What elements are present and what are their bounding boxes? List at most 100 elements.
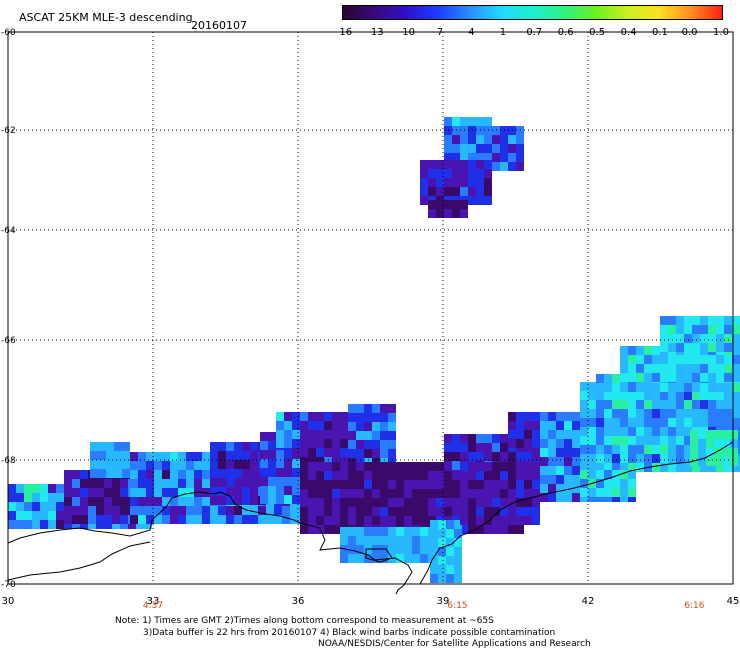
wind-cell <box>660 325 668 334</box>
wind-cell <box>436 489 444 498</box>
wind-cell <box>32 502 40 511</box>
wind-cell <box>476 443 484 452</box>
wind-cell <box>708 364 716 373</box>
wind-cell <box>596 418 604 427</box>
wind-cell <box>596 470 604 479</box>
wind-cell <box>430 565 438 574</box>
wind-cell <box>332 448 340 457</box>
wind-cell <box>332 471 340 480</box>
wind-cell <box>114 469 122 478</box>
wind-cell <box>396 471 404 480</box>
wind-cell <box>64 520 72 529</box>
wind-cell <box>460 480 468 489</box>
wind-cell <box>516 144 524 153</box>
wind-cell <box>186 488 194 497</box>
wind-cell <box>716 383 724 392</box>
wind-cell <box>468 443 476 452</box>
coastline-island <box>365 548 393 563</box>
wind-cell <box>556 484 564 493</box>
wind-cell <box>396 480 404 489</box>
wind-cell <box>146 488 154 497</box>
wind-cell <box>716 373 724 382</box>
wind-cell <box>308 471 316 480</box>
wind-cell <box>700 409 708 418</box>
wind-cell <box>16 511 24 520</box>
wind-cell <box>112 488 120 497</box>
wind-cell <box>516 489 524 498</box>
wind-cell <box>372 507 380 516</box>
wind-cell <box>316 516 324 525</box>
wind-cell <box>460 443 468 452</box>
wind-cell <box>722 457 730 466</box>
wind-cell <box>724 334 732 343</box>
wind-cell <box>516 162 524 171</box>
wind-cell <box>88 479 96 488</box>
wind-cell <box>636 346 644 355</box>
wind-cell <box>96 515 104 524</box>
wind-cell <box>548 430 556 439</box>
wind-cell <box>676 325 684 334</box>
wind-cell <box>258 515 266 524</box>
wind-cell <box>300 525 308 534</box>
wind-cell <box>460 200 468 209</box>
wind-cell <box>308 412 316 421</box>
wind-cell <box>556 439 564 448</box>
wind-cell <box>604 470 612 479</box>
wind-cell <box>484 117 492 126</box>
wind-cell <box>112 520 120 529</box>
wind-cell <box>532 462 540 471</box>
wind-cell <box>274 506 282 515</box>
wind-cell <box>340 545 348 554</box>
wind-cell <box>556 430 564 439</box>
wind-cell <box>32 520 40 529</box>
wind-cell <box>308 525 316 534</box>
wind-cell <box>604 418 612 427</box>
wind-cell <box>404 507 412 516</box>
wind-cell <box>454 538 462 547</box>
wind-cell <box>364 440 372 449</box>
wind-cell <box>88 520 96 529</box>
wind-cell <box>540 484 548 493</box>
wind-cell <box>676 436 684 445</box>
wind-cell <box>268 450 276 459</box>
wind-cell <box>698 448 706 457</box>
wind-cell <box>452 461 460 470</box>
x-tick-label: 45 <box>726 596 740 607</box>
wind-cell <box>716 325 724 334</box>
wind-cell <box>532 412 540 421</box>
wind-cell <box>556 466 564 475</box>
wind-cell <box>436 209 444 218</box>
wind-cell <box>324 516 332 525</box>
wind-cell <box>732 325 740 334</box>
wind-cell <box>332 498 340 507</box>
wind-cell <box>436 187 444 196</box>
wind-cell <box>446 538 454 547</box>
wind-cell <box>444 489 452 498</box>
wind-cell <box>72 497 80 506</box>
wind-cell <box>684 391 692 400</box>
wind-cell <box>292 439 300 448</box>
wind-cell <box>612 463 620 472</box>
wind-cell <box>444 153 452 162</box>
wind-cell <box>308 516 316 525</box>
wind-cell <box>170 506 178 515</box>
wind-cell <box>412 527 420 536</box>
wind-cell <box>668 334 676 343</box>
wind-cell <box>242 469 250 478</box>
wind-cell <box>260 477 268 486</box>
wind-cell <box>226 487 234 496</box>
wind-cell <box>210 515 218 524</box>
wind-cell <box>88 488 96 497</box>
wind-cell <box>452 507 460 516</box>
wind-cell <box>708 355 716 364</box>
wind-cell <box>660 383 668 392</box>
wind-cell <box>548 439 556 448</box>
wind-cell <box>242 515 250 524</box>
wind-cell <box>438 547 446 556</box>
wind-cell <box>332 516 340 525</box>
wind-cell <box>708 463 716 472</box>
wind-cell <box>676 445 684 454</box>
wind-cell <box>676 343 684 352</box>
wind-cell <box>700 373 708 382</box>
wind-cell <box>316 439 324 448</box>
